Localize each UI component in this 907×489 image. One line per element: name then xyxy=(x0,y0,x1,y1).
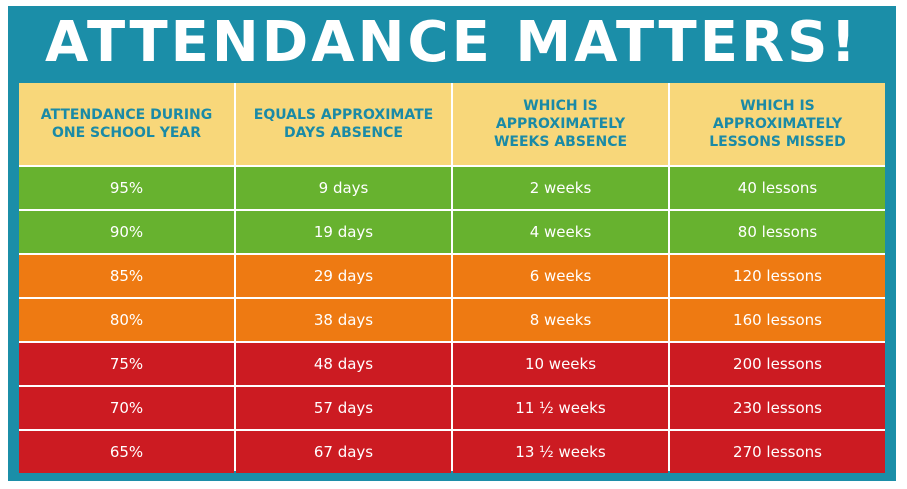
attendance-percent-cell: 75% xyxy=(19,343,234,385)
lessons-missed-cell: 80 lessons xyxy=(670,211,885,253)
header-lessons-missed: WHICH IS APPROXIMATELY LESSONS MISSED xyxy=(670,83,885,165)
attendance-percent-cell: 70% xyxy=(19,387,234,429)
lessons-missed-cell: 120 lessons xyxy=(670,255,885,297)
weeks-absence-cell: 8 weeks xyxy=(453,299,668,341)
days-absence-cell: 29 days xyxy=(236,255,451,297)
header-line: ONE SCHOOL YEAR xyxy=(51,125,202,141)
lessons-missed-cell: 270 lessons xyxy=(670,431,885,473)
header-line: WEEKS ABSENCE xyxy=(493,134,628,151)
days-absence-cell: 38 days xyxy=(236,299,451,341)
days-absence-cell: 19 days xyxy=(236,211,451,253)
days-absence-cell: 48 days xyxy=(236,343,451,385)
weeks-absence-cell: 10 weeks xyxy=(453,343,668,385)
lessons-missed-cell: 200 lessons xyxy=(670,343,885,385)
attendance-percent-cell: 80% xyxy=(19,299,234,341)
header-line: LESSONS MISSED xyxy=(709,134,846,151)
weeks-absence-cell: 4 weeks xyxy=(453,211,668,253)
weeks-absence-cell: 13 ½ weeks xyxy=(453,431,668,473)
lessons-missed-cell: 230 lessons xyxy=(670,387,885,429)
header-line: ATTENDANCE DURING xyxy=(40,106,213,123)
header-line: WHICH IS xyxy=(523,97,598,114)
attendance-percent-cell: 85% xyxy=(19,255,234,297)
header-days-absence: EQUALS APPROXIMATE DAYS ABSENCE xyxy=(236,83,451,165)
poster-title: ATTENDANCE MATTERS! xyxy=(45,9,859,75)
header-line: WHICH IS xyxy=(740,97,815,114)
header-weeks-absence: WHICH IS APPROXIMATELY WEEKS ABSENCE xyxy=(453,83,668,165)
days-absence-cell: 9 days xyxy=(236,167,451,209)
lessons-missed-cell: 160 lessons xyxy=(670,299,885,341)
attendance-percent-cell: 95% xyxy=(19,167,234,209)
attendance-percent-cell: 90% xyxy=(19,211,234,253)
header-line: EQUALS APPROXIMATE xyxy=(253,106,434,123)
header-line: APPROXIMATELY xyxy=(712,115,843,132)
weeks-absence-cell: 6 weeks xyxy=(453,255,668,297)
header-line: APPROXIMATELY xyxy=(495,115,626,132)
weeks-absence-cell: 11 ½ weeks xyxy=(453,387,668,429)
lessons-missed-cell: 40 lessons xyxy=(670,167,885,209)
header-attendance: ATTENDANCE DURING ONE SCHOOL YEAR xyxy=(19,83,234,165)
days-absence-cell: 57 days xyxy=(236,387,451,429)
days-absence-cell: 67 days xyxy=(236,431,451,473)
weeks-absence-cell: 2 weeks xyxy=(453,167,668,209)
attendance-poster: ATTENDANCE MATTERS! ATTENDANCE DURING ON… xyxy=(8,6,896,481)
header-line: DAYS ABSENCE xyxy=(284,125,403,141)
attendance-table: ATTENDANCE DURING ONE SCHOOL YEAR EQUALS… xyxy=(19,83,885,473)
attendance-percent-cell: 65% xyxy=(19,431,234,473)
